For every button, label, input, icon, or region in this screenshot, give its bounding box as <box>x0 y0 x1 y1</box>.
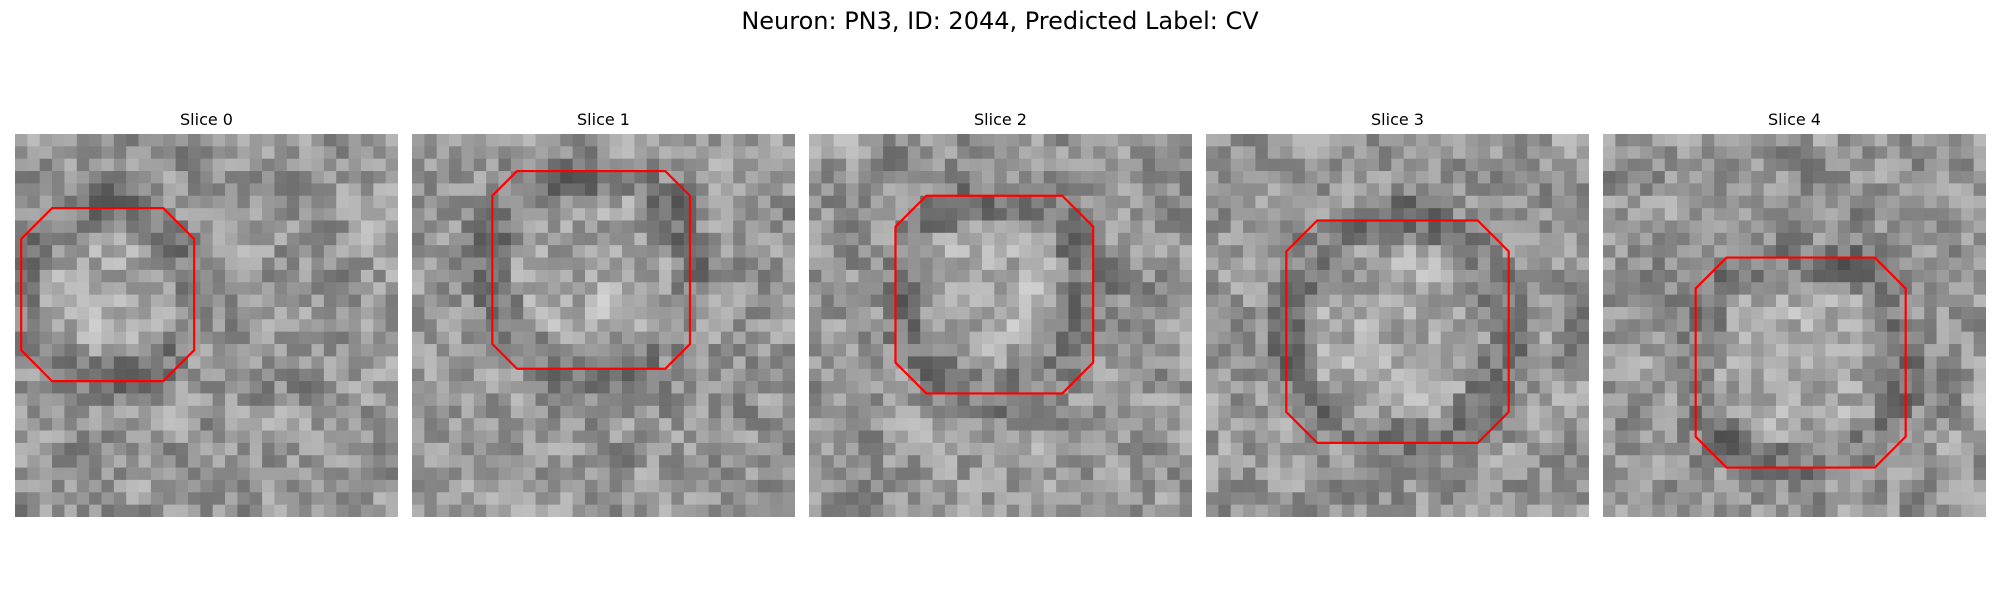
neuron-contour <box>1694 256 1907 469</box>
slice-panel-2: Slice 2 <box>809 0 1192 520</box>
image-pixels <box>809 134 1192 517</box>
slice-title: Slice 1 <box>577 110 630 129</box>
slice-image <box>1603 134 1986 517</box>
slice-panel-0: Slice 0 <box>15 0 398 520</box>
slice-panel-3: Slice 3 <box>1206 0 1589 520</box>
neuron-contour <box>894 194 1095 395</box>
figure-title: Neuron: PN3, ID: 2044, Predicted Label: … <box>741 7 1259 35</box>
slice-panel-1: Slice 1 <box>412 0 795 520</box>
slice-image <box>809 134 1192 517</box>
slice-image <box>1206 134 1589 517</box>
slice-title: Slice 2 <box>974 110 1027 129</box>
slice-panel-4: Slice 4 <box>1603 0 1986 520</box>
image-pixels <box>15 134 398 517</box>
slice-image <box>15 134 398 517</box>
slice-title: Slice 0 <box>180 110 233 129</box>
neuron-contour <box>1285 219 1510 444</box>
slice-title: Slice 4 <box>1768 110 1821 129</box>
image-pixels <box>1603 134 1986 517</box>
image-pixels <box>412 134 795 517</box>
neuron-contour <box>20 207 196 383</box>
neuron-contour <box>491 169 692 370</box>
slice-image <box>412 134 795 517</box>
slice-title: Slice 3 <box>1371 110 1424 129</box>
image-pixels <box>1206 134 1589 517</box>
